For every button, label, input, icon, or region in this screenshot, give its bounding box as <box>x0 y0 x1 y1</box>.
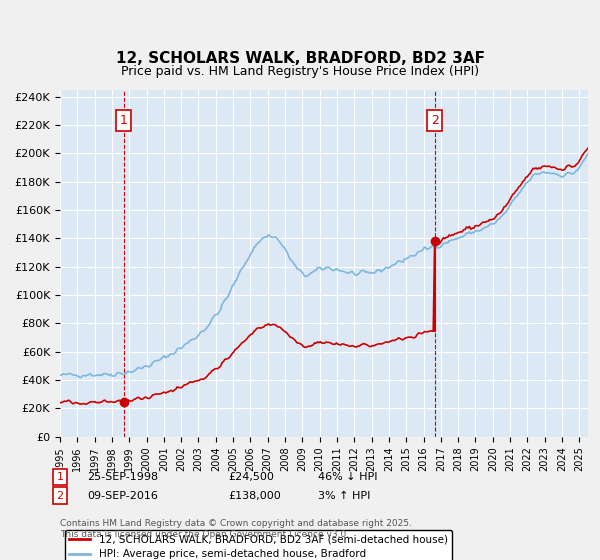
Text: Contains HM Land Registry data © Crown copyright and database right 2025.
This d: Contains HM Land Registry data © Crown c… <box>60 520 412 539</box>
Text: £138,000: £138,000 <box>228 491 281 501</box>
Text: 12, SCHOLARS WALK, BRADFORD, BD2 3AF: 12, SCHOLARS WALK, BRADFORD, BD2 3AF <box>115 52 485 66</box>
Text: 09-SEP-2016: 09-SEP-2016 <box>87 491 158 501</box>
Text: 2: 2 <box>431 114 439 127</box>
Text: 3% ↑ HPI: 3% ↑ HPI <box>318 491 370 501</box>
Text: 46% ↓ HPI: 46% ↓ HPI <box>318 472 377 482</box>
Text: 2: 2 <box>56 491 64 501</box>
Text: £24,500: £24,500 <box>228 472 274 482</box>
Text: Price paid vs. HM Land Registry's House Price Index (HPI): Price paid vs. HM Land Registry's House … <box>121 65 479 78</box>
Text: 25-SEP-1998: 25-SEP-1998 <box>87 472 158 482</box>
Text: 1: 1 <box>56 472 64 482</box>
Text: 1: 1 <box>120 114 128 127</box>
Legend: 12, SCHOLARS WALK, BRADFORD, BD2 3AF (semi-detached house), HPI: Average price, : 12, SCHOLARS WALK, BRADFORD, BD2 3AF (se… <box>65 530 452 560</box>
